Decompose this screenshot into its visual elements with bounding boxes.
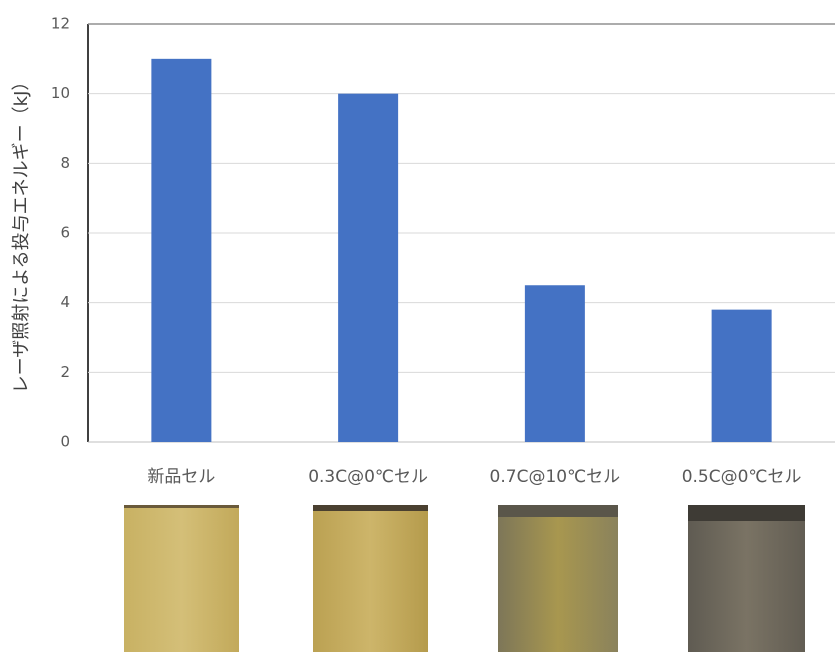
bar bbox=[524, 285, 585, 442]
photo-edge bbox=[313, 505, 428, 511]
photo-edge bbox=[498, 505, 618, 517]
photo bbox=[498, 505, 618, 652]
photo-edge bbox=[124, 505, 239, 508]
bar bbox=[151, 58, 212, 442]
y-tick-label: 8 bbox=[60, 154, 70, 172]
x-tick-label: 0.7C@10℃セル bbox=[490, 467, 621, 487]
y-tick-label: 10 bbox=[51, 84, 70, 102]
photo bbox=[313, 505, 428, 652]
x-tick-label: 新品セル bbox=[147, 467, 215, 487]
x-tick-label: 0.3C@0℃セル bbox=[308, 467, 428, 487]
y-tick-label: 12 bbox=[51, 15, 70, 33]
y-tick-label: 4 bbox=[60, 293, 70, 311]
y-tick-label: 0 bbox=[60, 433, 70, 451]
photo-edge bbox=[688, 505, 805, 521]
y-axis-label: レーザ照射による投与エネルギー（kJ） bbox=[11, 73, 32, 394]
x-tick-label: 0.5C@0℃セル bbox=[682, 467, 802, 487]
photo bbox=[688, 505, 805, 652]
bar bbox=[711, 309, 772, 442]
y-tick-label: 6 bbox=[60, 224, 70, 242]
y-tick-label: 2 bbox=[60, 363, 70, 381]
photo bbox=[124, 505, 239, 652]
sample-photos bbox=[124, 505, 805, 652]
bar bbox=[338, 93, 399, 443]
